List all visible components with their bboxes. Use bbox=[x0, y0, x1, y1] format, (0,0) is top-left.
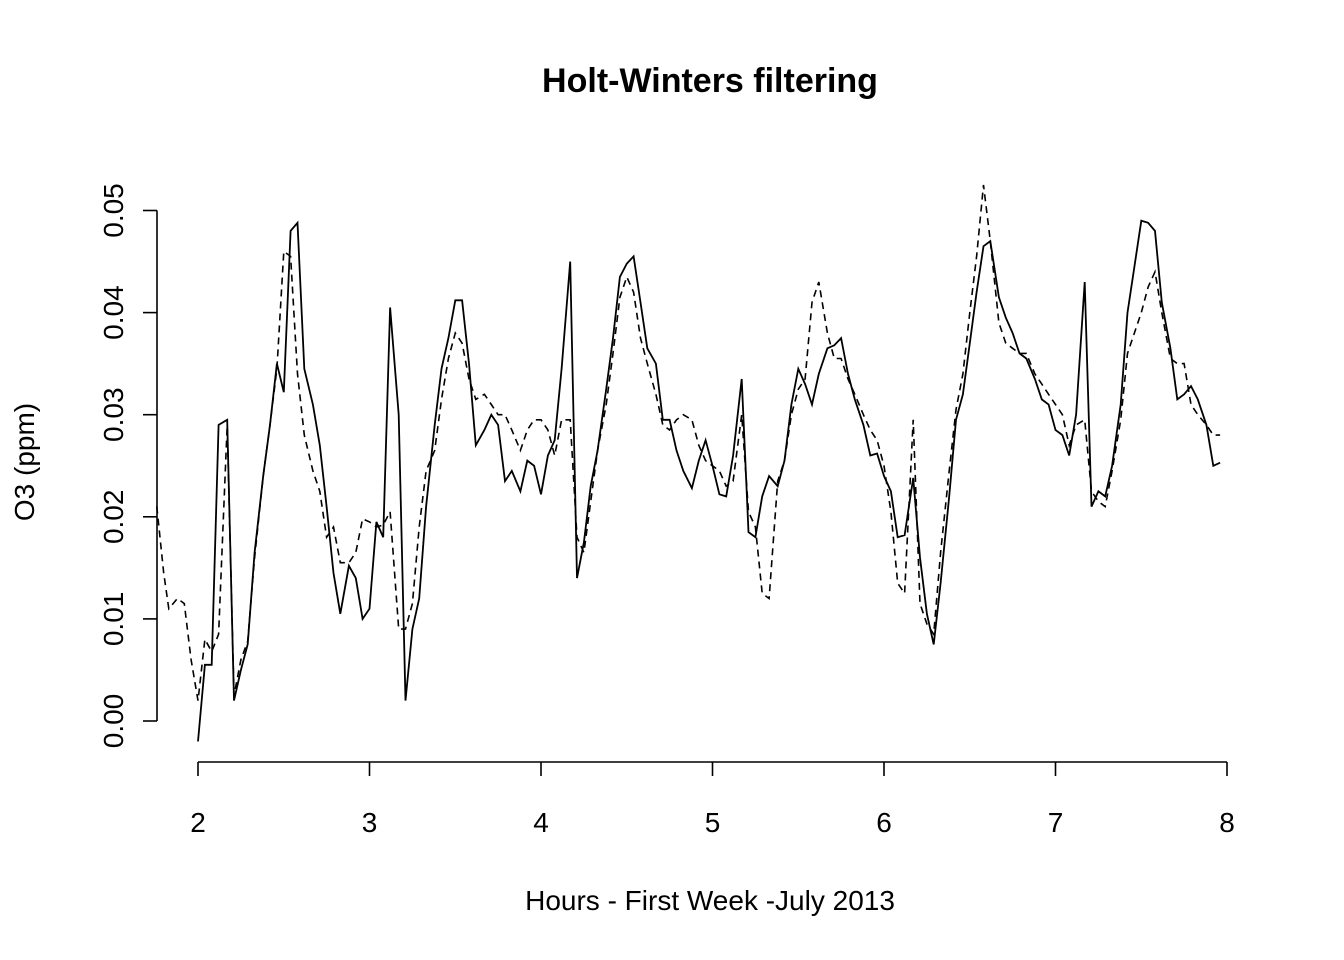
x-axis-label: Hours - First Week -July 2013 bbox=[525, 885, 895, 916]
x-tick-label: 6 bbox=[876, 807, 892, 838]
x-axis: 2 3 4 5 6 7 8 bbox=[190, 761, 1235, 838]
y-axis-label: O3 (ppm) bbox=[9, 403, 40, 521]
series-line-fitted bbox=[156, 184, 1221, 701]
y-tick-label: 0.04 bbox=[98, 285, 129, 340]
x-tick-label: 5 bbox=[705, 807, 721, 838]
y-tick-label: 0.05 bbox=[98, 183, 129, 238]
x-tick-label: 2 bbox=[190, 807, 206, 838]
x-tick-label: 7 bbox=[1048, 807, 1064, 838]
x-tick-label: 4 bbox=[533, 807, 549, 838]
x-tick-label: 3 bbox=[362, 807, 378, 838]
y-tick-label: 0.01 bbox=[98, 592, 129, 647]
x-tick-label: 8 bbox=[1219, 807, 1235, 838]
chart-title: Holt-Winters filtering bbox=[542, 62, 878, 100]
y-tick-label: 0.02 bbox=[98, 490, 129, 545]
y-tick-label: 0.00 bbox=[98, 694, 129, 749]
y-axis: 0.00 0.01 0.02 0.03 0.04 0.05 bbox=[98, 183, 158, 749]
y-tick-label: 0.03 bbox=[98, 387, 129, 442]
series-line-observed bbox=[197, 219, 1221, 742]
plot-area bbox=[156, 184, 1221, 742]
